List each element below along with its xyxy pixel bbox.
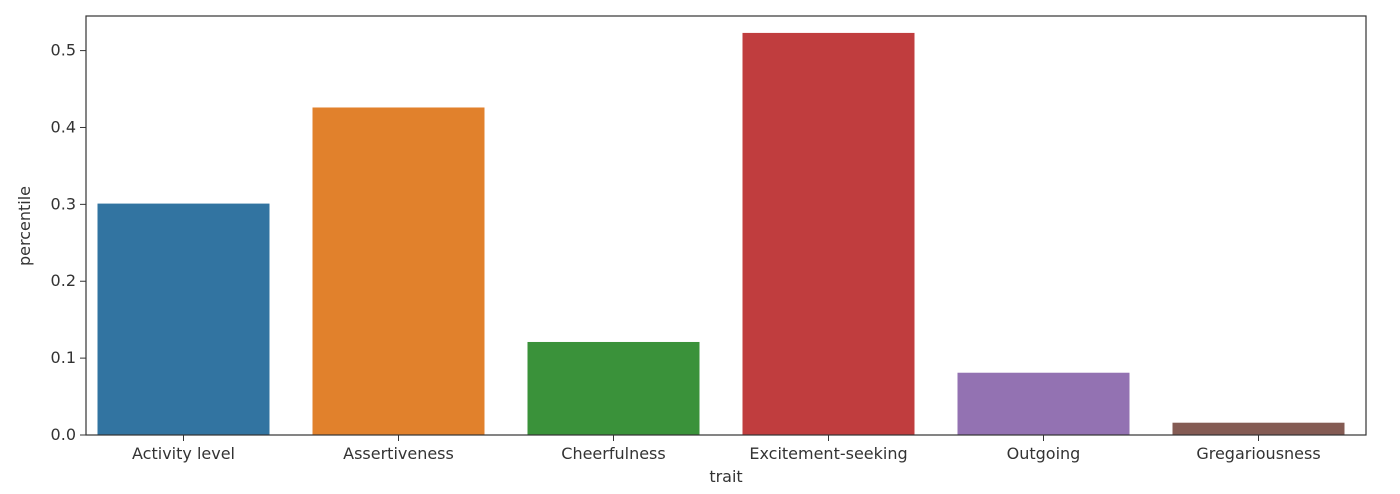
x-axis-label: trait xyxy=(709,467,742,486)
y-tick-label: 0.0 xyxy=(51,425,76,444)
x-axis: Activity level Assertiveness Cheerfulness E… xyxy=(132,435,1321,463)
x-tick-label: Outgoing xyxy=(1007,444,1081,463)
y-axis-label: percentile xyxy=(15,186,34,266)
bar-cheerfulness xyxy=(527,341,700,435)
bar-excitement-seeking xyxy=(742,32,915,436)
y-tick-label: 0.2 xyxy=(51,271,76,290)
bar-assertiveness xyxy=(312,107,485,436)
x-tick-label: Activity level xyxy=(132,444,235,463)
x-tick-label: Excitement-seeking xyxy=(749,444,907,463)
y-tick-label: 0.4 xyxy=(51,117,76,136)
bar-outgoing xyxy=(957,372,1130,435)
x-tick-label: Cheerfulness xyxy=(561,444,665,463)
plot-frame xyxy=(85,15,1367,436)
bars-group xyxy=(97,32,1345,436)
x-tick-label: Assertiveness xyxy=(343,444,454,463)
bar-activity-level xyxy=(97,203,270,435)
y-tick-label: 0.1 xyxy=(51,348,76,367)
y-tick-label: 0.3 xyxy=(51,194,76,213)
y-tick-label: 0.5 xyxy=(51,41,76,60)
bar-gregariousness xyxy=(1172,422,1345,435)
x-tick-label: Gregariousness xyxy=(1196,444,1320,463)
y-axis: 0.0 0.1 0.2 0.3 0.4 0.5 xyxy=(51,41,86,444)
